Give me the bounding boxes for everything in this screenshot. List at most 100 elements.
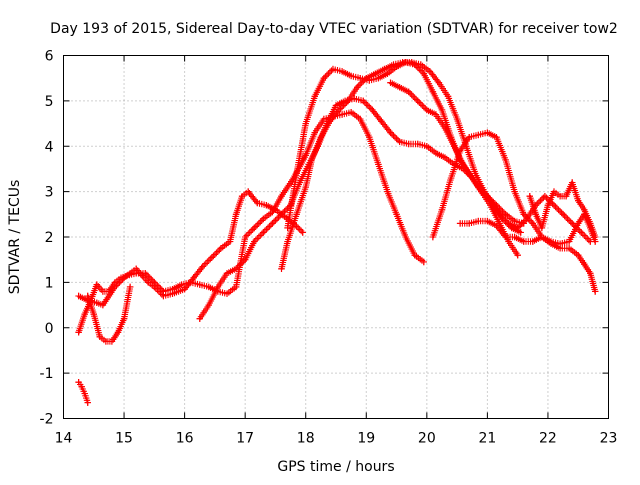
data-point	[475, 131, 482, 139]
data-point	[178, 281, 185, 288]
y-tick-label: 5	[45, 94, 54, 110]
data-point	[453, 115, 461, 123]
data-point	[393, 211, 400, 218]
data-point	[357, 115, 364, 123]
data-point	[84, 399, 91, 406]
data-point	[511, 188, 518, 195]
data-point	[142, 270, 149, 277]
data-point	[541, 192, 549, 200]
data-point	[414, 97, 421, 105]
data-point	[90, 310, 97, 318]
data-point	[420, 258, 428, 266]
data-point	[251, 238, 258, 245]
data-point	[556, 245, 564, 252]
y-tick-label: 2	[45, 230, 54, 246]
data-point	[169, 285, 176, 293]
x-tick-label: 23	[600, 431, 618, 447]
data-point	[302, 120, 309, 127]
data-point	[269, 220, 276, 227]
data-point	[226, 238, 234, 245]
data-point	[105, 288, 113, 295]
data-point	[438, 106, 446, 114]
series-marker-trace	[75, 379, 91, 406]
data-point	[511, 233, 518, 241]
data-point	[429, 88, 437, 95]
x-tick-label: 18	[297, 431, 315, 447]
data-point	[426, 68, 434, 75]
data-point	[411, 61, 418, 68]
data-point	[344, 97, 352, 105]
data-point	[241, 256, 249, 263]
data-point	[347, 109, 355, 116]
data-point	[223, 290, 231, 297]
data-point	[502, 156, 509, 164]
data-point	[544, 202, 552, 209]
data-point	[581, 206, 588, 213]
data-point	[269, 208, 276, 216]
data-point	[217, 245, 225, 252]
data-point	[251, 224, 258, 232]
data-point	[366, 133, 373, 141]
data-point	[278, 265, 285, 272]
data-point	[353, 84, 361, 91]
data-point	[181, 285, 188, 293]
data-point	[93, 281, 101, 288]
data-point	[302, 152, 309, 159]
data-point	[520, 211, 527, 218]
data-point	[375, 161, 382, 168]
data-point	[114, 329, 122, 336]
data-point	[317, 133, 325, 141]
data-point	[241, 233, 249, 241]
data-point	[332, 102, 340, 109]
series-marker-trace	[387, 79, 594, 245]
y-tick-label: 4	[45, 139, 54, 155]
data-point	[145, 279, 152, 286]
data-point	[450, 143, 458, 150]
data-point	[423, 106, 431, 114]
x-tick-label: 20	[418, 431, 436, 447]
data-point	[493, 222, 500, 229]
x-tick-label: 22	[539, 431, 557, 447]
data-point	[284, 224, 291, 232]
data-point	[117, 274, 125, 282]
data-point	[432, 149, 440, 157]
y-tick-label: 3	[45, 185, 54, 201]
data-point	[447, 174, 455, 182]
grid	[63, 55, 609, 419]
data-point	[347, 72, 355, 80]
data-point	[335, 106, 343, 114]
data-point	[299, 229, 306, 236]
data-point	[263, 202, 270, 209]
data-series	[456, 217, 599, 295]
data-point	[429, 233, 437, 241]
data-point	[293, 170, 300, 177]
y-tick-label: 6	[45, 49, 54, 65]
data-point	[568, 220, 576, 227]
data-point	[238, 192, 246, 200]
data-point	[502, 233, 509, 241]
data-point	[108, 338, 116, 345]
data-point	[75, 379, 82, 386]
data-point	[84, 292, 91, 300]
data-point	[366, 77, 373, 84]
data-point	[99, 288, 107, 295]
data-point	[260, 229, 267, 236]
data-point	[505, 220, 512, 227]
data-point	[568, 179, 576, 186]
data-point	[441, 124, 449, 132]
data-point	[550, 188, 558, 195]
data-point	[435, 79, 443, 86]
data-point	[456, 147, 464, 154]
y-tick-label: 0	[45, 321, 54, 337]
data-point	[232, 211, 240, 218]
data-point	[120, 315, 128, 322]
data-point	[311, 129, 319, 136]
data-point	[532, 211, 540, 218]
data-point	[75, 292, 82, 300]
data-point	[505, 238, 512, 245]
data-point	[529, 220, 537, 227]
data-point	[208, 254, 216, 261]
